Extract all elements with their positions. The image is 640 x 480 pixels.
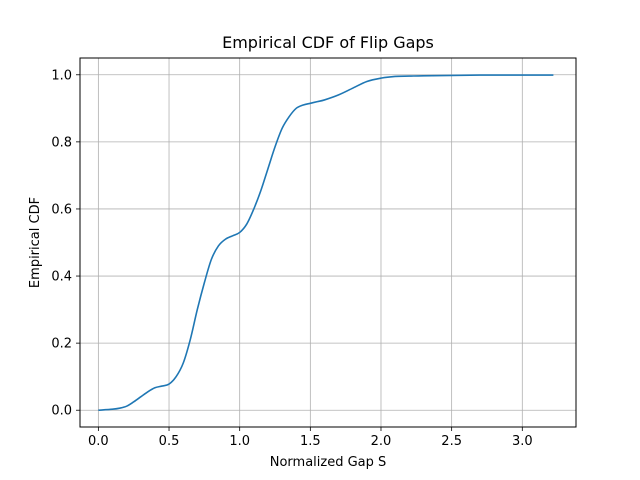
y-tick-label: 1.0 (51, 68, 72, 83)
cdf-series-line (98, 74, 554, 412)
x-tick-label: 0.0 (88, 434, 109, 449)
y-tick-label: 0.4 (51, 270, 72, 285)
y-tick-label: 0.6 (51, 202, 72, 217)
x-tick-label: 1.5 (300, 434, 321, 449)
y-tick-label: 0.2 (51, 337, 72, 352)
x-axis-label: Normalized Gap S (270, 455, 387, 470)
x-tick-label: 1.0 (229, 434, 250, 449)
x-tick-label: 0.5 (159, 434, 180, 449)
y-tick-label: 0.8 (51, 135, 72, 150)
series-layer (98, 74, 554, 412)
x-tick-label: 2.0 (371, 434, 392, 449)
x-tick-label: 2.5 (441, 434, 462, 449)
x-tick-label: 3.0 (512, 434, 533, 449)
tick-layer: 0.0 0.5 1.0 1.5 2.0 2.5 3.0 0.0 0.2 0.4 0.6 0.8 1.0 (51, 68, 532, 449)
y-axis-label: Empirical CDF (28, 197, 43, 288)
chart-title: Empirical CDF of Flip Gaps (222, 33, 434, 52)
plot-frame (79, 57, 577, 428)
y-tick-label: 0.0 (51, 404, 72, 419)
